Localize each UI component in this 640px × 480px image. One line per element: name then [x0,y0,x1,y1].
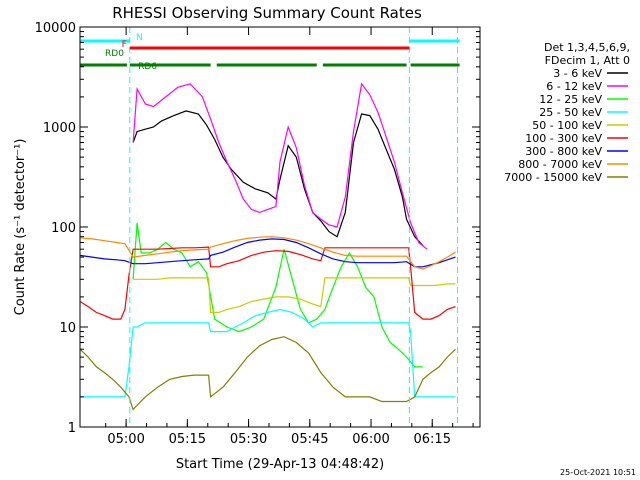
y-tick-label-100: 100 [51,221,76,236]
state-bar-label-n: N [136,33,143,43]
y-tick-label-1: 1 [68,421,76,436]
x-tick-label-05-15: 05:15 [169,432,206,447]
series-line-25-50-kev [80,308,456,398]
state-bar-label-rd6: RD6 [138,62,157,72]
series-line-50-100-kev [133,277,456,313]
legend-entry-300-800-kev: 300 - 800 keV [525,145,602,158]
axes-layer: 05:00 05:15 05:30 05:45 06:00 06:15 1 10 100 1000… [35,21,480,447]
series-line-7000-15000-kev [79,336,456,411]
legend: Det 1,3,4,5,6,9, FDecim 1, Att 0 3 - 6 k… [504,41,630,184]
legend-entry-100-300-kev: 100 - 300 keV [525,132,602,145]
chart-title: RHESSI Observing Summary Count Rates [112,4,422,22]
legend-entry-3-6-kev: 3 - 6 keV [553,67,602,80]
y-tick-label-10000: 10000 [35,21,76,36]
y-tick-label-10: 10 [59,321,76,336]
legend-entry-7000-15000-kev: 7000 - 15000 keV [504,171,602,184]
y-tick-label-1000: 1000 [43,121,76,136]
series-line-3-6-kev [132,110,424,247]
legend-entry-12-25-kev: 12 - 25 keV [539,93,602,106]
state-bar-label-rd0: RD0 [105,49,124,59]
legend-entry-25-50-kev: 25 - 50 keV [539,106,602,119]
series-layer [79,82,456,411]
legend-header-line-2: FDecim 1, Att 0 [545,54,630,67]
state-bar-label-f: F [122,40,127,50]
series-line-6-12-kev [132,82,428,250]
x-tick-label-05-45: 05:45 [291,432,328,447]
series-line-100-300-kev [79,246,456,320]
footer-timestamp: 25-Oct-2021 10:51 [560,468,636,477]
legend-entry-800-7000-kev: 800 - 7000 keV [518,158,602,171]
legend-entry-50-100-kev: 50 - 100 keV [532,119,602,132]
legend-header-line-1: Det 1,3,4,5,6,9, [544,41,630,54]
x-axis-label: Start Time (29-Apr-13 04:48:42) [176,457,384,472]
x-tick-label-05-30: 05:30 [230,432,267,447]
series-line-12-25-kev [132,222,423,368]
x-tick-label-06-00: 06:00 [352,432,389,447]
x-tick-label-05-00: 05:00 [107,432,144,447]
x-tick-label-06-15: 06:15 [414,432,451,447]
series-line-300-800-kev [79,238,456,268]
legend-entry-6-12-kev: 6 - 12 keV [546,80,602,93]
y-axis-label: Count Rate (s⁻¹ detector⁻¹) [13,139,28,316]
